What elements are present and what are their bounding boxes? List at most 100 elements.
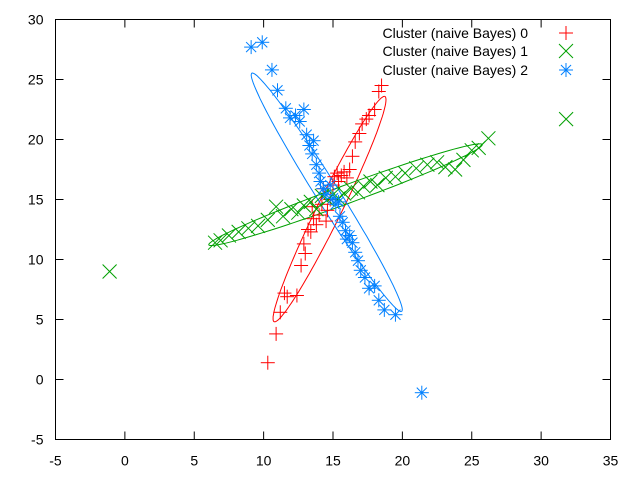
series-0-point [330, 166, 345, 181]
cluster-0-ellipse [272, 95, 387, 323]
series-0-point [298, 246, 313, 261]
series-1-point [447, 162, 463, 177]
series-0-point [345, 149, 360, 164]
series-0-point [306, 211, 321, 226]
x-tick-label: 15 [325, 453, 341, 469]
series-2-point [282, 110, 297, 125]
series-2-point [331, 194, 346, 209]
series-2-point [255, 35, 270, 50]
series-2-point [335, 215, 350, 230]
series-2-point [305, 146, 320, 161]
series-0-point [273, 305, 288, 320]
legend-marker-0 [559, 26, 573, 40]
series-1-point [370, 177, 385, 193]
series-1-point [250, 218, 266, 234]
series-0-point [303, 224, 318, 239]
series-1-point [231, 224, 247, 240]
series-1-point [296, 198, 312, 213]
series-0-point [289, 288, 304, 303]
series-1-point [290, 205, 306, 221]
series-1-point [456, 152, 471, 168]
series-1-point [260, 212, 276, 228]
legend-label-2: Cluster (naive Bayes) 2 [382, 62, 528, 78]
x-tick-label: 25 [464, 453, 480, 469]
series-0-point [334, 168, 349, 183]
legend-label-0: Cluster (naive Bayes) 0 [382, 25, 528, 41]
series-1-point [241, 220, 256, 236]
series-2-point [388, 307, 403, 322]
series-2-point [244, 40, 259, 55]
series-2-point [357, 270, 372, 285]
series-0-point [367, 102, 382, 117]
series-0-point [339, 170, 354, 185]
series-1-point [408, 160, 424, 176]
series-0-point [374, 78, 389, 93]
x-tick-label: 5 [190, 453, 198, 469]
series-2-point [332, 209, 347, 224]
series-2-point [345, 235, 360, 250]
series-0-point [312, 208, 327, 223]
series-1-point [284, 201, 299, 217]
y-tick-label: 20 [28, 132, 44, 148]
series-2-point [292, 114, 307, 129]
series-2-point [367, 278, 382, 293]
series-2-point [348, 245, 363, 260]
series-0-point [342, 162, 357, 177]
series-2-point [264, 62, 279, 77]
series-2-point [362, 281, 377, 296]
series-1-point [363, 174, 378, 189]
series-2-point [323, 178, 338, 193]
series-1-point [419, 157, 435, 173]
series-1-point [275, 208, 291, 224]
series-1-point [207, 235, 223, 251]
series-2-point [353, 263, 368, 278]
y-tick-label: 0 [36, 372, 44, 388]
y-tick-label: 25 [28, 72, 44, 88]
series-2-point [377, 302, 392, 317]
series-1-point [481, 130, 496, 146]
series-2-point [278, 101, 293, 116]
y-tick-label: -5 [31, 432, 44, 448]
series-0-point [277, 286, 292, 301]
x-tick-label: 20 [395, 453, 411, 469]
series-1-point [397, 165, 413, 181]
series-0-point [269, 326, 284, 341]
series-2-point [350, 253, 365, 268]
series-0-point [314, 197, 329, 212]
series-0-point [337, 164, 352, 179]
series-0-point [352, 126, 367, 141]
x-axis-ticks: -5 0 5 10 15 20 25 30 35 [49, 19, 618, 469]
series-0-point [371, 84, 386, 99]
series-2-point [299, 127, 314, 142]
series-2-point [306, 133, 321, 148]
series-0-point [348, 134, 363, 149]
x-tick-label: 0 [121, 453, 129, 469]
legend: Cluster (naive Bayes) 0 Cluster (naive Ba… [382, 25, 574, 78]
y-tick-label: 30 [28, 12, 44, 28]
series-1-point [356, 178, 371, 194]
series-1-point [221, 228, 237, 243]
x-tick-label: 10 [256, 453, 272, 469]
x-tick-label: -5 [49, 453, 62, 469]
series-1-point [102, 264, 117, 279]
series-2-point [270, 83, 285, 98]
series-1-point [303, 194, 319, 210]
data-points [102, 35, 574, 400]
x-tick-label: 30 [533, 453, 549, 469]
y-axis-ticks: -5 0 5 10 15 20 25 30 [28, 12, 611, 448]
series-0-point [301, 222, 316, 237]
series-1-point [308, 201, 324, 217]
series-2-point [296, 102, 311, 117]
series-0-point [260, 355, 275, 370]
legend-marker-2 [559, 63, 573, 77]
series-0-point [305, 199, 320, 214]
series-2-point [288, 108, 303, 123]
series-1-point [438, 159, 453, 175]
series-1-point [378, 170, 394, 186]
series-2-point [371, 293, 386, 308]
y-tick-label: 5 [36, 312, 44, 328]
series-0-point [319, 214, 334, 229]
series-0-point [294, 258, 309, 273]
series-1-point [558, 111, 574, 127]
